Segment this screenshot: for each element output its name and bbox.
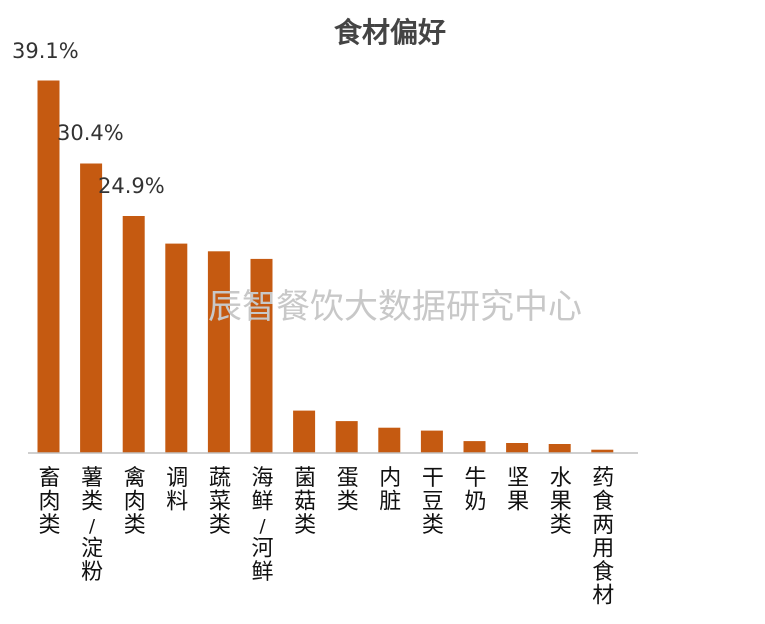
bar-7 — [334, 420, 359, 454]
watermark: 辰智餐饮大数据研究中心 — [208, 287, 582, 327]
category-label-7: 蛋类 — [337, 466, 359, 515]
bar-6 — [292, 409, 317, 454]
data-labels-group: 39.1% 30.4% 24.9% — [12, 39, 165, 198]
bar-12 — [547, 443, 572, 454]
category-label-2: 禽肉类 — [124, 466, 146, 538]
bar-9 — [419, 429, 444, 454]
category-label-10: 牛奶 — [464, 466, 486, 515]
data-label-2: 24.9% — [98, 174, 165, 198]
bar-4 — [206, 250, 231, 454]
category-label-1: 薯类/淀粉 — [81, 466, 103, 585]
category-label-13: 药食两用食材 — [592, 466, 614, 609]
bar-1 — [79, 162, 104, 454]
bar-8 — [377, 426, 402, 454]
data-label-1: 30.4% — [57, 121, 124, 145]
category-label-3: 调料 — [166, 466, 188, 515]
category-label-0: 畜肉类 — [38, 466, 60, 538]
category-label-9: 干豆类 — [422, 466, 444, 538]
category-label-6: 菌菇类 — [294, 466, 316, 538]
bars-group — [36, 79, 615, 454]
data-label-0: 39.1% — [12, 39, 79, 63]
category-label-5: 海鲜/河鲜 — [251, 466, 273, 585]
bar-10 — [462, 440, 487, 454]
category-label-12: 水果类 — [550, 466, 572, 538]
bar-2 — [121, 215, 146, 454]
bar-3 — [164, 242, 189, 454]
category-label-4: 蔬菜类 — [209, 466, 231, 538]
bar-11 — [505, 442, 530, 454]
category-label-8: 内脏 — [379, 466, 401, 515]
chart-title: 食材偏好 — [334, 16, 446, 49]
category-label-11: 坚果 — [507, 466, 529, 515]
category-labels-group: 畜肉类薯类/淀粉禽肉类调料蔬菜类海鲜/河鲜菌菇类蛋类内脏干豆类牛奶坚果水果类药食… — [38, 466, 614, 609]
